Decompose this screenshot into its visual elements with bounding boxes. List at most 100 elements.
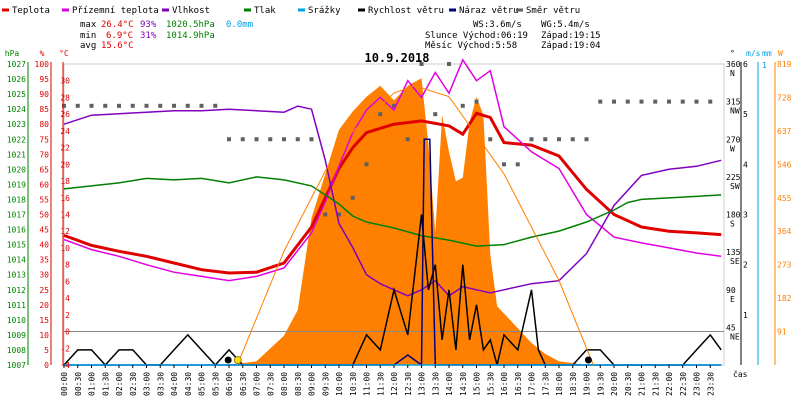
x-tick-label: 10:30 xyxy=(349,372,358,396)
direction-tick-label: 135 xyxy=(726,248,741,257)
wind-direction-point xyxy=(378,112,383,117)
stat-moonset: Západ:19:04 xyxy=(541,41,601,51)
legend: Teplota Přízemní teplota Vlhkost Tlak Srážky… xyxy=(2,6,580,16)
wind-direction-point xyxy=(488,137,493,142)
wind-tick-label: 5 xyxy=(743,110,748,119)
pressure-tick-label: 1013 xyxy=(7,271,26,280)
x-tick-label: 07:30 xyxy=(266,372,275,396)
wind-direction-point xyxy=(364,162,369,167)
x-tick-label: 23:00 xyxy=(693,372,702,396)
stat-max-press: 1020.5hPa xyxy=(166,20,215,30)
x-tick-label: 13:00 xyxy=(418,372,427,396)
wind-direction-point xyxy=(172,103,176,108)
wind-direction-point xyxy=(612,99,616,104)
pressure-axis-label: hPa xyxy=(5,49,20,58)
x-tick-label: 16:00 xyxy=(500,372,509,396)
pressure-tick-label: 1007 xyxy=(7,361,26,370)
rain-axis-label: mm xyxy=(762,49,772,58)
humidity-tick-label: 95 xyxy=(39,75,49,84)
x-tick-label: 15:30 xyxy=(486,372,495,396)
temperature-tick-label: -2 xyxy=(60,344,70,353)
x-tick-label: 00:30 xyxy=(74,372,83,396)
wind-direction-point xyxy=(680,99,685,104)
x-tick-label: 21:30 xyxy=(651,372,660,396)
stat-sunset: Západ:19:15 xyxy=(541,31,601,41)
moonrise-marker xyxy=(224,356,232,364)
wind-direction-point xyxy=(474,99,479,104)
x-tick-label: 04:00 xyxy=(170,372,179,396)
temperature-tick-label: 24 xyxy=(60,127,70,136)
stat-min-hum: 31% xyxy=(140,31,157,41)
solar-tick-label: 273 xyxy=(777,261,792,270)
wind-direction-point xyxy=(62,103,66,108)
wind-direction-point xyxy=(598,99,603,104)
wind-direction-point xyxy=(515,162,520,167)
temperature-tick-label: 10 xyxy=(60,244,70,253)
wind-direction-point xyxy=(185,103,190,108)
solar-tick-label: 819 xyxy=(777,60,792,69)
wind-direction-point xyxy=(708,99,713,104)
pressure-tick-label: 1025 xyxy=(7,90,26,99)
wind-axis-label: m/s xyxy=(746,49,761,58)
humidity-tick-label: 0 xyxy=(44,361,49,370)
x-tick-label: 18:30 xyxy=(569,372,578,396)
wind-tick-label: 1 xyxy=(743,311,748,320)
pressure-tick-label: 1021 xyxy=(7,150,26,159)
direction-axis-label: ° xyxy=(730,49,735,58)
wind-direction-point xyxy=(694,99,699,104)
direction-tick-label: 270 xyxy=(726,135,741,144)
stat-max-temp: 26.4°C xyxy=(101,20,134,30)
x-tick-label: 05:30 xyxy=(211,372,220,396)
x-tick-label: 01:00 xyxy=(88,372,97,396)
wind-direction-point xyxy=(227,137,231,142)
x-tick-label: 13:30 xyxy=(431,372,440,396)
pressure-tick-label: 1026 xyxy=(7,75,26,84)
stat-wg: WG:5.4m/s xyxy=(541,20,590,30)
wind-direction-point xyxy=(323,212,328,217)
solar-tick-label: 182 xyxy=(777,294,792,303)
direction-letter-label: SE xyxy=(730,257,740,266)
wind-direction-point xyxy=(337,212,341,217)
pressure-tick-label: 1012 xyxy=(7,286,26,295)
series-slune-n-v-ka xyxy=(236,85,594,366)
humidity-tick-label: 55 xyxy=(39,195,49,204)
pressure-tick-label: 1018 xyxy=(7,195,26,204)
series-rychlost-v-tru xyxy=(63,214,722,367)
wind-direction-point xyxy=(254,137,259,142)
humidity-tick-label: 5 xyxy=(44,346,49,355)
temperature-tick-label: -4 xyxy=(60,361,70,370)
legend-label: Náraz větru xyxy=(459,6,519,16)
humidity-tick-label: 45 xyxy=(39,226,49,235)
wind-direction-point xyxy=(529,137,534,142)
wind-tick-label: 4 xyxy=(743,160,748,169)
stat-avg-label: avg xyxy=(80,41,96,51)
solar-tick-label: 455 xyxy=(777,194,792,203)
temperature-tick-label: 2 xyxy=(65,311,70,320)
temperature-tick-label: 22 xyxy=(60,144,70,153)
x-tick-label: 17:00 xyxy=(528,372,537,396)
pressure-tick-label: 1023 xyxy=(7,120,26,129)
wind-direction-point xyxy=(584,137,589,142)
humidity-tick-label: 70 xyxy=(39,150,49,159)
temperature-tick-label: 12 xyxy=(60,227,70,236)
x-tick-label: 19:30 xyxy=(596,372,605,396)
wind-direction-point xyxy=(117,103,121,108)
wind-direction-point xyxy=(295,137,300,142)
stat-min-temp: 6.9°C xyxy=(106,31,133,41)
wind-direction-point xyxy=(103,103,108,108)
wind-direction-point xyxy=(282,137,286,142)
x-tick-label: 11:00 xyxy=(363,372,372,396)
direction-tick-label: 45 xyxy=(726,323,736,332)
legend-label: Směr větru xyxy=(526,6,580,16)
legend-label: Tlak xyxy=(254,6,276,16)
humidity-tick-label: 65 xyxy=(39,165,49,174)
x-tick-label: 11:30 xyxy=(376,372,385,396)
x-tick-label: 19:00 xyxy=(583,372,592,396)
pressure-tick-label: 1022 xyxy=(7,135,26,144)
wind-direction-point xyxy=(199,103,204,108)
pressure-tick-label: 1027 xyxy=(7,60,26,69)
humidity-tick-label: 90 xyxy=(39,90,49,99)
x-tick-label: 06:30 xyxy=(239,372,248,396)
x-tick-label: 12:00 xyxy=(390,372,399,396)
pressure-tick-label: 1014 xyxy=(7,256,26,265)
